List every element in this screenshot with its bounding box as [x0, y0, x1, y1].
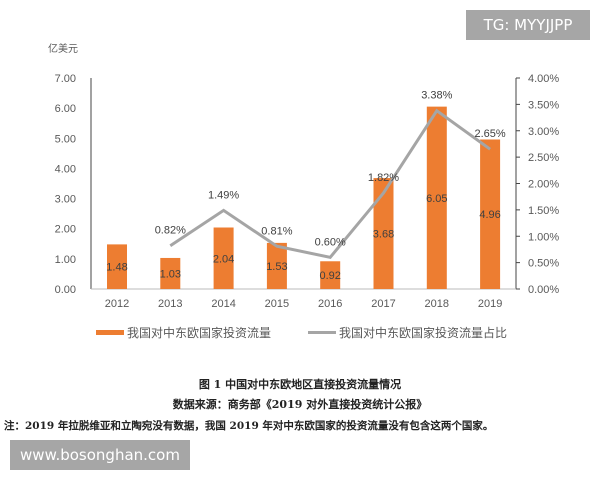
bar-label: 1.48 — [106, 262, 127, 274]
line-label: 0.60% — [315, 236, 346, 248]
line-label: 2.65% — [474, 128, 505, 140]
bar — [320, 261, 341, 289]
y-tick-label: 4.00 — [55, 163, 76, 175]
bar-label: 6.05 — [426, 193, 447, 205]
x-tick-label: 2013 — [158, 298, 182, 310]
y-axis-label: 亿美元 — [48, 42, 78, 55]
line-label: 1.49% — [208, 189, 239, 201]
y-tick-label: 7.00 — [55, 73, 76, 85]
x-tick-label: 2019 — [478, 298, 502, 310]
y2-tick-label: 4.00% — [528, 73, 559, 85]
y2-tick-label: 3.50% — [528, 99, 559, 111]
line-series — [169, 108, 491, 260]
legend-label-bar: 我国对中东欧国家投资流量 — [127, 325, 271, 340]
chart: 亿美元 0.00 1.00 2.00 3.00 4.00 5.00 6.00 7.00 0.00%… — [48, 42, 559, 340]
legend-swatch-line — [308, 331, 336, 334]
x-tick-label: 2015 — [265, 298, 289, 310]
figure-note: 注：2019 年拉脱维亚和立陶宛没有数据，我国 2019 年对中东欧国家的投资流… — [4, 420, 494, 432]
y-tick-label: 5.00 — [55, 133, 76, 145]
x-tick-label: 2016 — [318, 298, 342, 310]
y2-tick-label: 1.50% — [528, 205, 559, 217]
legend-swatch-bar — [96, 330, 124, 335]
y-tick-label: 6.00 — [55, 103, 76, 115]
figure-title: 图 1 中国对中东欧地区直接投资流量情况 — [198, 378, 402, 391]
x-tick-label: 2012 — [105, 298, 129, 310]
bar-label: 4.96 — [479, 209, 500, 221]
watermark-bottom: www.bosonghan.com — [10, 440, 190, 470]
bar — [213, 227, 234, 289]
bar — [266, 242, 287, 289]
y-tick-label: 0.00 — [55, 284, 76, 296]
line-label: 0.82% — [155, 225, 186, 237]
bar — [480, 139, 501, 289]
bar — [160, 257, 181, 289]
bar — [373, 178, 394, 289]
bar-label: 0.92 — [319, 270, 340, 282]
legend-label-line: 我国对中东欧国家投资流量占比 — [339, 325, 507, 340]
watermark-top: TG: MYYJJPP — [466, 10, 590, 40]
bar-label: 3.68 — [373, 229, 394, 241]
bar-label: 1.03 — [160, 268, 181, 280]
y2-tick-label: 2.00% — [528, 179, 559, 191]
bar-label: 1.53 — [266, 261, 287, 273]
y2-tick-label: 0.50% — [528, 258, 559, 270]
bar-label: 2.04 — [213, 253, 234, 265]
y2-tick-label: 1.00% — [528, 231, 559, 243]
line-label: 0.81% — [261, 225, 292, 237]
y2-tick-label: 0.00% — [528, 284, 559, 296]
bar — [107, 244, 127, 289]
line-label: 3.38% — [421, 90, 452, 102]
x-tick-label: 2017 — [371, 298, 395, 310]
bar — [426, 106, 447, 289]
x-tick-label: 2014 — [211, 298, 235, 310]
y2-tick-label: 3.00% — [528, 126, 559, 138]
y-tick-label: 2.00 — [55, 224, 76, 236]
x-tick-label: 2018 — [425, 298, 449, 310]
line-label: 1.82% — [368, 172, 399, 184]
figure-source: 数据来源：商务部《2019 对外直接投资统计公报》 — [172, 398, 428, 411]
y-tick-label: 1.00 — [55, 254, 76, 266]
y-tick-label: 3.00 — [55, 194, 76, 206]
y2-tick-label: 2.50% — [528, 152, 559, 164]
